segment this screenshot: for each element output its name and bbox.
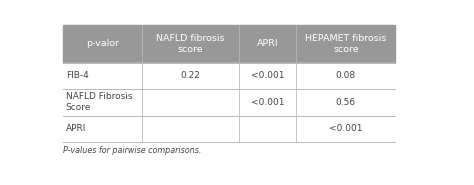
Text: FIB-4: FIB-4 — [66, 71, 89, 80]
Text: 0.56: 0.56 — [336, 98, 356, 107]
Text: NAFLD Fibrosis
Score: NAFLD Fibrosis Score — [66, 92, 132, 112]
Text: APRI: APRI — [257, 39, 279, 48]
Text: 0.22: 0.22 — [181, 71, 201, 80]
Bar — [63, 115, 395, 142]
Text: <0.001: <0.001 — [251, 71, 284, 80]
Text: APRI: APRI — [66, 124, 86, 133]
Bar — [239, 25, 296, 63]
Text: P-values for pairwise comparisons.: P-values for pairwise comparisons. — [63, 146, 201, 155]
Text: 0.08: 0.08 — [336, 71, 356, 80]
Text: p-valor: p-valor — [86, 39, 119, 48]
Text: <0.001: <0.001 — [251, 98, 284, 107]
Bar — [296, 25, 395, 63]
Text: HEPAMET fibrosis
score: HEPAMET fibrosis score — [305, 34, 386, 54]
Bar — [63, 89, 395, 115]
Bar — [63, 63, 395, 89]
Bar — [63, 25, 142, 63]
Text: NAFLD fibrosis
score: NAFLD fibrosis score — [156, 34, 225, 54]
Bar — [142, 25, 239, 63]
Text: <0.001: <0.001 — [329, 124, 363, 133]
